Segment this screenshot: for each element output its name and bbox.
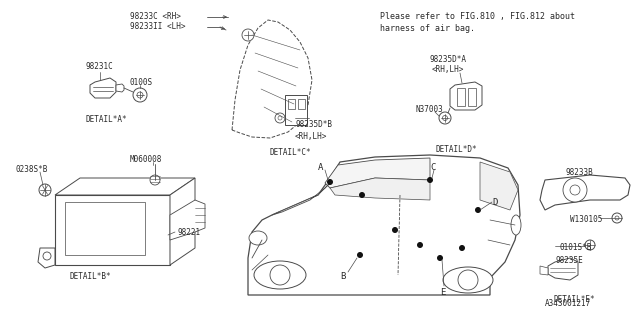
Ellipse shape [249,231,267,245]
Text: 98233II <LH>: 98233II <LH> [130,22,186,31]
Circle shape [39,184,51,196]
Polygon shape [232,20,312,138]
Text: DETAIL*E*: DETAIL*E* [553,295,595,304]
Circle shape [612,213,622,223]
Circle shape [327,179,333,185]
Polygon shape [540,175,630,210]
Polygon shape [248,155,520,295]
Polygon shape [540,266,548,275]
Polygon shape [450,82,482,110]
Text: W130105: W130105 [570,215,602,224]
Circle shape [458,270,478,290]
Polygon shape [272,183,330,215]
Text: B: B [340,272,346,281]
Text: 98231C: 98231C [85,62,113,71]
Text: 0101S*B: 0101S*B [560,243,593,252]
Polygon shape [55,178,195,195]
Circle shape [242,29,254,41]
Text: Please refer to FIG.810 , FIG.812 about
harness of air bag.: Please refer to FIG.810 , FIG.812 about … [380,12,575,33]
Circle shape [270,265,290,285]
Circle shape [585,240,595,250]
Polygon shape [170,200,205,240]
Text: DETAIL*B*: DETAIL*B* [70,272,111,281]
Circle shape [392,227,398,233]
Circle shape [442,116,447,121]
Ellipse shape [254,261,306,289]
Text: 0238S*B: 0238S*B [15,165,47,174]
Polygon shape [116,84,124,92]
Text: N37003: N37003 [415,105,443,114]
Polygon shape [548,258,578,280]
Circle shape [359,192,365,198]
Circle shape [570,185,580,195]
Ellipse shape [443,267,493,293]
Bar [55,195,170,265]
Circle shape [275,113,285,123]
Text: 98221: 98221 [178,228,201,237]
Circle shape [137,92,143,98]
Text: 0100S: 0100S [130,78,153,87]
Polygon shape [65,202,145,255]
Text: E: E [440,288,445,297]
Text: DETAIL*D*: DETAIL*D* [435,145,477,154]
Circle shape [278,116,282,120]
Text: <RH,LH>: <RH,LH> [432,65,465,74]
Polygon shape [480,162,518,210]
Circle shape [437,255,443,261]
Text: 98233C <RH>: 98233C <RH> [130,12,181,21]
Text: D: D [492,198,497,207]
Text: 98235E: 98235E [556,256,584,265]
Bar [298,99,305,109]
Text: 98233B: 98233B [565,168,593,177]
Circle shape [357,252,363,258]
Circle shape [439,112,451,124]
Bar [468,88,476,106]
Polygon shape [90,78,116,98]
Circle shape [417,242,423,248]
Ellipse shape [511,215,521,235]
Text: A: A [318,163,323,172]
Bar [288,99,295,109]
Text: 98235D*B
<RH,LH>: 98235D*B <RH,LH> [295,120,332,141]
Polygon shape [330,178,430,200]
Text: C: C [430,163,435,172]
Circle shape [459,245,465,251]
Circle shape [563,178,587,202]
Polygon shape [38,248,55,268]
Circle shape [615,216,619,220]
Circle shape [427,177,433,183]
Text: 98235D*A: 98235D*A [430,55,467,64]
Text: DETAIL*A*: DETAIL*A* [85,115,127,124]
Polygon shape [325,158,430,188]
Text: DETAIL*C*: DETAIL*C* [270,148,312,157]
Circle shape [133,88,147,102]
Bar [457,88,465,106]
Bar [285,95,307,125]
Circle shape [475,207,481,213]
Circle shape [43,252,51,260]
Text: M060008: M060008 [130,155,163,164]
Polygon shape [170,178,195,265]
Circle shape [150,175,160,185]
Text: A343001217: A343001217 [545,299,591,308]
